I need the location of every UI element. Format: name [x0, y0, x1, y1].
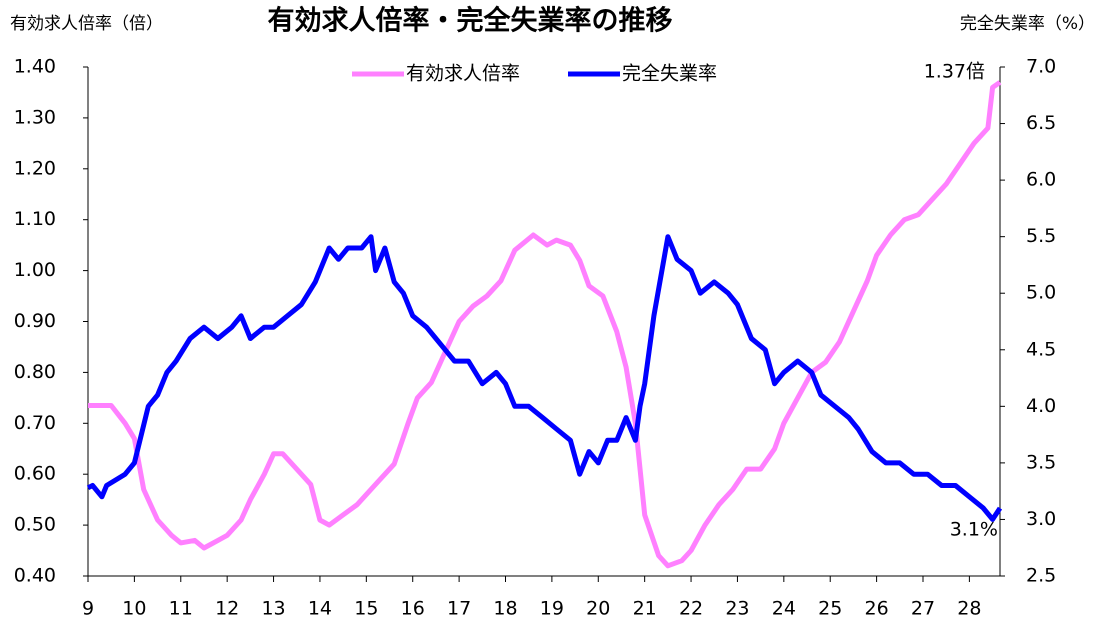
y2-tick-label: 6.5: [1026, 112, 1056, 134]
y-tick-label: 0.90: [14, 310, 56, 332]
x-tick-label: 23: [725, 598, 749, 620]
y2-tick-label: 4.0: [1026, 395, 1056, 417]
y-tick-label: 0.60: [14, 463, 56, 485]
y-tick-label: 1.00: [14, 259, 56, 281]
y2-tick-label: 3.0: [1026, 508, 1056, 530]
x-tick-label: 10: [122, 598, 146, 620]
y-tick-label: 0.50: [14, 514, 56, 536]
y2-tick-label: 6.0: [1026, 169, 1056, 191]
x-tick-label: 25: [818, 598, 842, 620]
y2-axis-label: 完全失業率（%）: [960, 14, 1095, 34]
y2-tick-label: 4.5: [1026, 338, 1056, 360]
y-tick-label: 1.30: [14, 106, 56, 128]
x-tick-label: 12: [215, 598, 239, 620]
x-tick-label: 11: [169, 598, 193, 620]
x-tick-label: 24: [772, 598, 796, 620]
series-line: [86, 234, 1003, 522]
y-axis-label: 有効求人倍率（倍）: [10, 14, 163, 34]
x-tick-label: 14: [308, 598, 332, 620]
y-tick-label: 0.80: [14, 361, 56, 383]
x-tick-label: 13: [261, 598, 285, 620]
x-tick-label: 22: [679, 598, 703, 620]
series-line: [88, 80, 1002, 569]
y-tick-label: 0.70: [14, 412, 56, 434]
y2-tick-label: 5.0: [1026, 282, 1056, 304]
y2-tick-label: 5.5: [1026, 225, 1056, 247]
x-tick-label: 28: [957, 598, 981, 620]
x-tick-label: 9: [82, 598, 94, 620]
legend-label: 有効求人倍率: [406, 63, 520, 85]
y2-tick-label: 3.5: [1026, 451, 1056, 473]
legend-label: 完全失業率: [622, 63, 717, 85]
annotation: 1.37倍: [924, 61, 985, 83]
x-tick-label: 17: [447, 598, 471, 620]
x-tick-label: 19: [540, 598, 564, 620]
annotation: 3.1%: [950, 519, 998, 541]
x-tick-label: 20: [586, 598, 610, 620]
x-tick-label: 15: [354, 598, 378, 620]
x-tick-label: 27: [911, 598, 935, 620]
x-tick-label: 26: [865, 598, 889, 620]
y2-tick-label: 2.5: [1026, 565, 1056, 587]
x-tick-label: 16: [401, 598, 425, 620]
y-tick-label: 1.10: [14, 208, 56, 230]
y-tick-label: 0.40: [14, 565, 56, 587]
x-tick-label: 18: [493, 598, 517, 620]
x-tick-label: 21: [633, 598, 657, 620]
y-tick-label: 1.20: [14, 157, 56, 179]
chart-title: 有効求人倍率・完全失業率の推移: [268, 5, 673, 37]
y-tick-label: 1.40: [14, 56, 56, 78]
y2-tick-label: 7.0: [1026, 56, 1056, 78]
